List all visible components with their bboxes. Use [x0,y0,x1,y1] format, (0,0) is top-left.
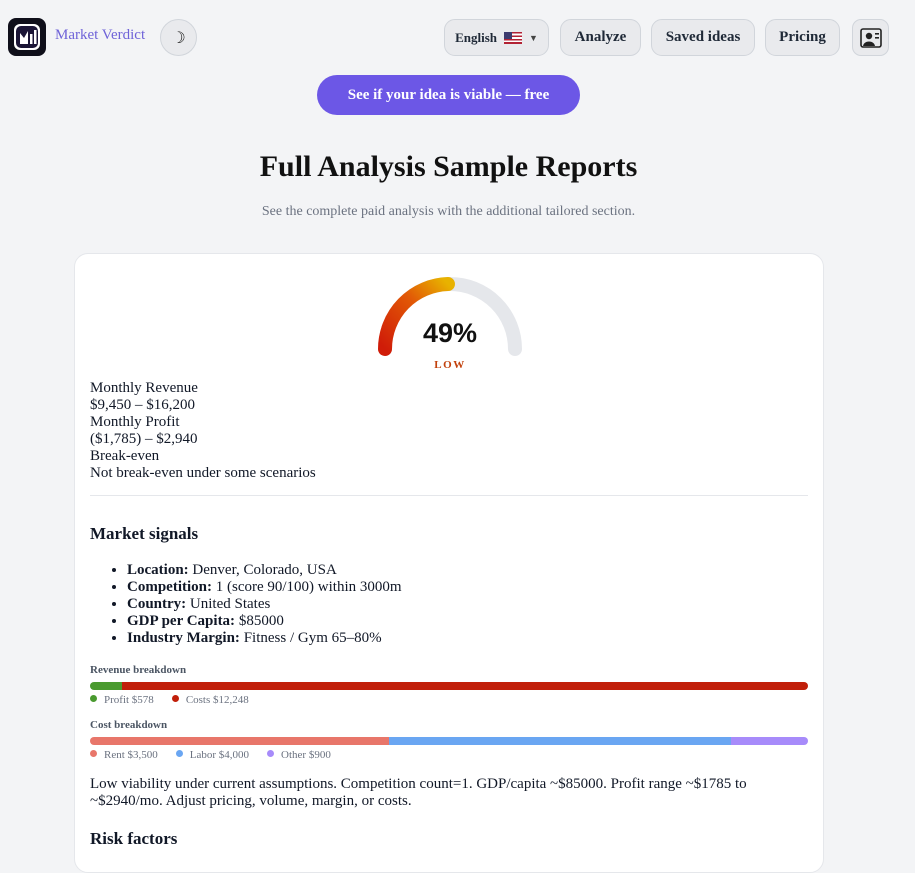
revenue-legend-label: Costs $12,248 [185,694,249,706]
metric-profit-value: ($1,785) – $2,940 [90,431,198,447]
cost-legend-label: Other $900 [281,749,331,761]
metric-profit-label: Monthly Profit [90,414,180,430]
account-button[interactable] [852,19,889,56]
metric-breakeven-value: Not break-even under some scenarios [90,465,316,481]
us-flag-icon [504,31,522,44]
score-label: LOW [434,359,466,371]
summary-text: Low viability under current assumptions.… [90,776,747,809]
saved-ideas-button[interactable]: Saved ideas [651,19,755,56]
revenue-legend-item: Profit $578 [90,694,154,706]
cost-legend-item: Rent $3,500 [90,749,158,761]
revenue-breakdown-legend: Profit $578 Costs $12,248 [90,694,249,706]
cost-breakdown-bar [90,737,808,745]
metric-revenue-value: $9,450 – $16,200 [90,397,195,413]
logo-icon [14,24,40,50]
list-item: Industry Margin: Fitness / Gym 65–80% [127,630,402,647]
theme-toggle-button[interactable]: ☽ [160,19,197,56]
list-item: Location: Denver, Colorado, USA [127,562,402,579]
cost-legend-item: Labor $4,000 [175,749,250,761]
legend-dot-icon [267,750,275,757]
viability-gauge [378,277,522,356]
metric-revenue-label: Monthly Revenue [90,380,198,396]
chevron-down-icon: ▼ [529,32,538,43]
cost-legend-label: Rent $3,500 [104,749,158,761]
cost-breakdown-legend: Rent $3,500 Labor $4,000 Other $900 [90,749,331,761]
cost-segment [389,737,732,745]
cta-button[interactable]: See if your idea is viable — free [317,75,580,115]
legend-dot-icon [171,695,179,702]
market-signals-list: Location: Denver, Colorado, USA Competit… [127,562,402,647]
financial-metrics: Monthly Revenue $9,450 – $16,200 Monthly… [90,380,316,482]
analyze-button[interactable]: Analyze [560,19,641,56]
language-select[interactable]: English ▼ [444,19,549,56]
revenue-segment [90,682,123,690]
cost-legend-label: Labor $4,000 [189,749,250,761]
metric-breakeven-label: Break-even [90,448,160,464]
revenue-breakdown-title: Revenue breakdown [90,664,187,676]
legend-dot-icon [90,695,97,702]
legend-dot-icon [90,750,97,757]
user-icon [859,27,882,48]
language-label: English [455,29,497,45]
market-signals-heading: Market signals [90,524,199,543]
revenue-legend-label: Profit $578 [104,694,154,706]
gauge-fill [378,277,455,356]
cost-legend-item: Other $900 [267,749,331,761]
list-item: GDP per Capita: $85000 [127,613,402,630]
list-item: Competition: 1 (score 90/100) within 300… [127,579,402,596]
divider [90,495,808,496]
page-subtitle: See the complete paid analysis with the … [261,204,636,219]
logo[interactable] [8,18,46,56]
cost-breakdown-title: Cost breakdown [90,719,168,731]
score-value: 49% [422,318,478,348]
cost-segment [731,737,808,745]
revenue-segment [122,682,808,690]
legend-dot-icon [175,750,183,757]
risk-factors-heading: Risk factors [90,829,178,848]
brand-name[interactable]: Market Verdict [55,27,146,43]
cost-segment [90,737,390,745]
moon-icon: ☽ [171,29,186,47]
revenue-breakdown-bar [90,682,808,690]
revenue-legend-item: Costs $12,248 [171,694,249,706]
page-title: Full Analysis Sample Reports [259,150,638,183]
list-item: Country: United States [127,596,402,613]
report-card: 49% LOW Monthly Revenue $9,450 – $16,200… [74,253,824,873]
pricing-button[interactable]: Pricing [765,19,840,56]
